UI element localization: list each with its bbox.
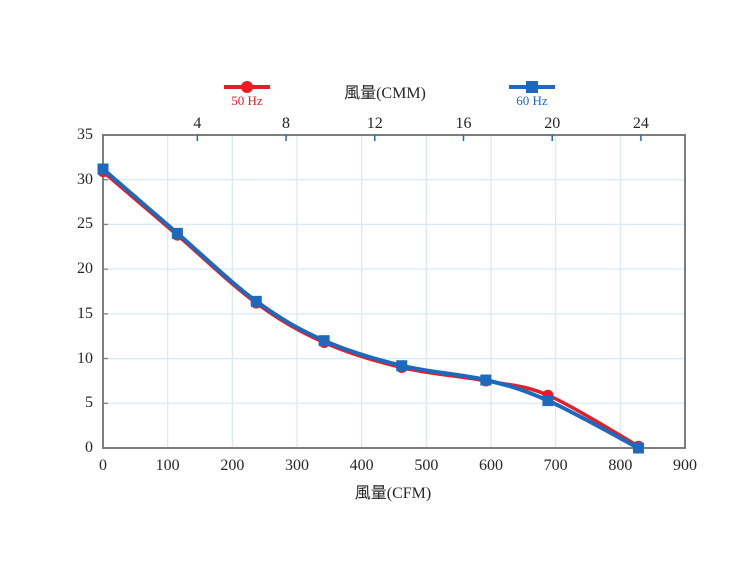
x-tick-label: 0 <box>99 457 107 474</box>
y-tick-label: 10 <box>77 349 93 367</box>
data-point-square <box>480 374 492 386</box>
x-tick-label: 800 <box>608 457 633 474</box>
data-point-square <box>171 227 183 239</box>
series-line-60hz <box>101 167 640 450</box>
legend-item-60hz: 60 Hz <box>504 80 560 108</box>
y-tick-label: 25 <box>77 215 93 233</box>
data-point-square <box>632 442 644 454</box>
data-point-square <box>250 295 262 307</box>
y-tick-label: 30 <box>77 170 93 188</box>
line-square-marker-icon <box>509 81 555 93</box>
x-tick-label: 400 <box>349 457 374 474</box>
y-tick-label: 0 <box>85 439 93 456</box>
legend-label-50hz: 50 Hz <box>231 93 263 108</box>
x-tick-label: 900 <box>673 457 697 474</box>
cmm-tick-label: 12 <box>366 115 383 132</box>
y-tick-label: 20 <box>77 260 93 278</box>
cmm-tick-label: 24 <box>632 115 649 132</box>
y-tick-label: 35 <box>77 126 93 143</box>
data-point-square <box>396 360 408 372</box>
line-circle-marker-icon <box>224 81 270 93</box>
x-tick-label: 200 <box>220 457 245 474</box>
legend-label-60hz: 60 Hz <box>516 93 548 108</box>
cmm-tick-label: 20 <box>544 115 561 132</box>
x-tick-label: 600 <box>479 457 503 474</box>
legend-item-50hz: 50 Hz <box>219 80 275 108</box>
x-tick-label: 300 <box>285 457 309 474</box>
x-tick-label: 100 <box>155 457 180 474</box>
y-tick-label: 5 <box>85 394 93 412</box>
data-point-square <box>97 163 109 175</box>
y-tick-label: 15 <box>77 304 93 322</box>
data-point-square <box>542 395 554 407</box>
cmm-tick-label: 4 <box>193 115 202 132</box>
cmm-tick-label: 16 <box>455 115 472 132</box>
top-axis-title: 風量(CMM) <box>344 85 426 102</box>
x-tick-label: 700 <box>543 457 568 474</box>
cmm-tick-label: 8 <box>282 115 291 132</box>
x-tick-label: 500 <box>414 457 439 474</box>
x-axis-title: 風量(CFM) <box>354 485 432 502</box>
data-point-square <box>318 335 330 347</box>
plot-frame <box>102 134 686 449</box>
